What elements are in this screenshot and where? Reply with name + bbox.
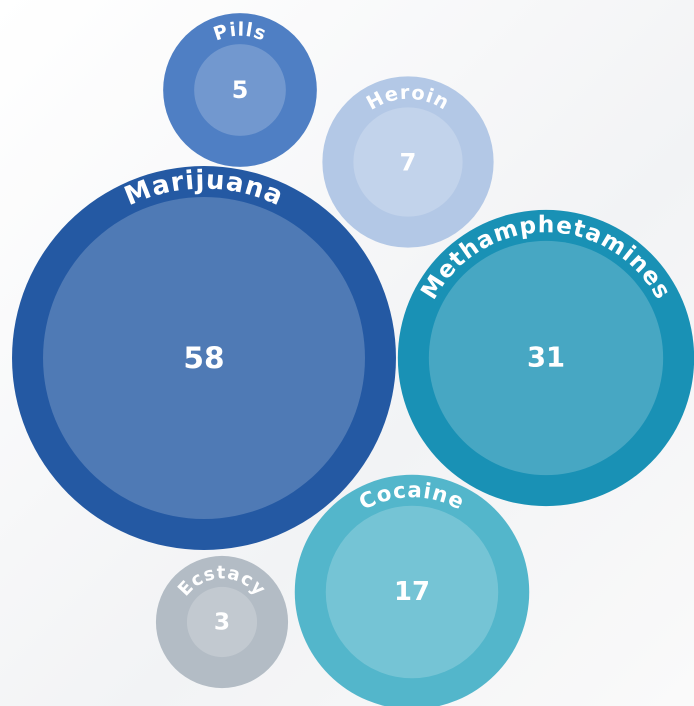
- bubble-value: 31: [527, 343, 565, 374]
- bubble: [294, 474, 530, 706]
- bubble-value: 58: [183, 341, 224, 375]
- bubble-inner: [325, 505, 499, 679]
- bubble-inner: [186, 586, 258, 658]
- bubble-inner: [194, 44, 286, 136]
- bubble: [397, 209, 694, 507]
- bubble-inner: [43, 197, 365, 519]
- bubble: [322, 76, 494, 248]
- bubble: [163, 13, 317, 167]
- bubble: [155, 555, 289, 689]
- bubble-inner: [428, 240, 664, 476]
- bubble: [12, 166, 396, 550]
- bubble-value: 3: [214, 609, 230, 636]
- bubble-value: 7: [400, 148, 417, 177]
- bubble-value: 17: [394, 577, 430, 607]
- bubble-inner: [353, 107, 463, 217]
- bubble-value: 5: [232, 76, 249, 104]
